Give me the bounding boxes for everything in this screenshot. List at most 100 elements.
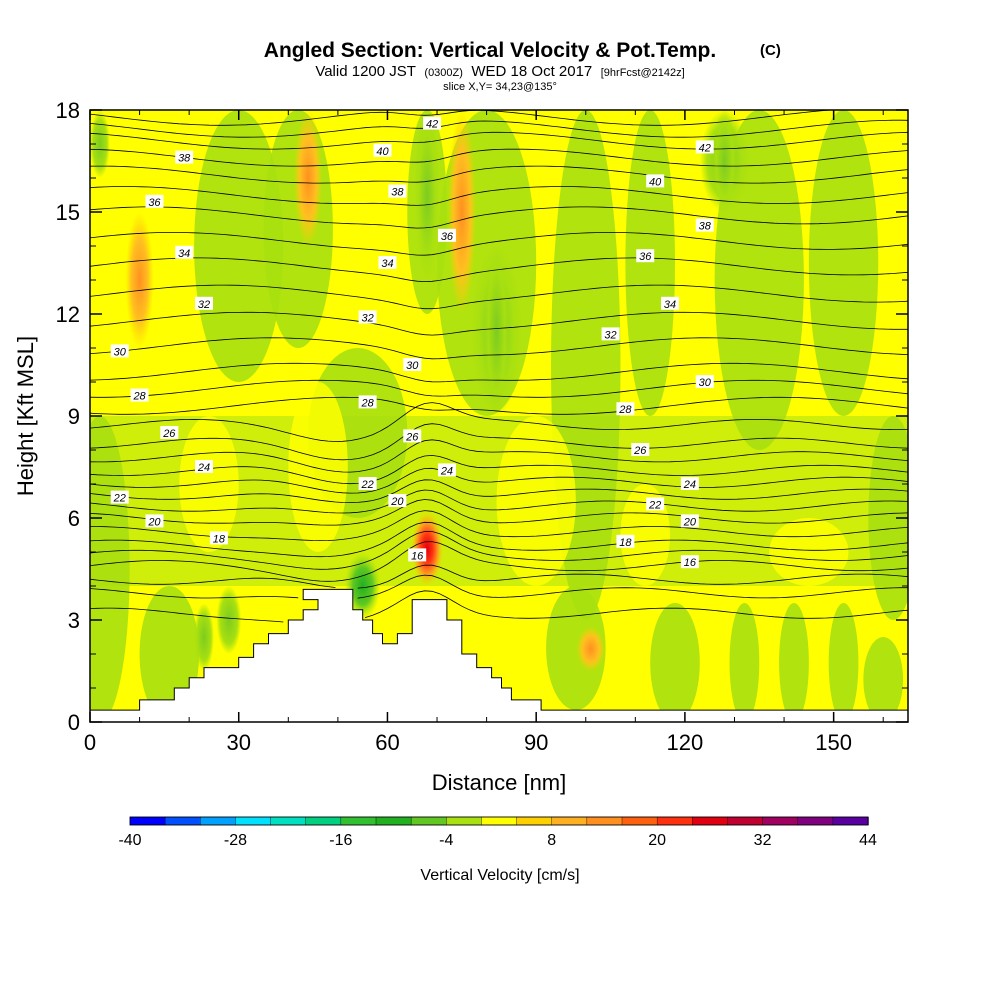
x-tick-label-120: 120 bbox=[667, 730, 704, 755]
x-tick-label-150: 150 bbox=[815, 730, 852, 755]
contour-label-32-1: 32 bbox=[358, 310, 377, 324]
contour-label-box bbox=[195, 296, 214, 310]
contour-label-box bbox=[175, 245, 194, 259]
contour-label-38-0: 38 bbox=[175, 150, 194, 165]
plot-area: 16 16 18 18 20 20 20 22 22 22 24 24 24 26 26 26 28 28 28 30… bbox=[90, 110, 908, 722]
contour-label-32-2: 32 bbox=[601, 327, 620, 341]
contour-line-22 bbox=[90, 165, 908, 184]
contour-line-11 bbox=[90, 402, 908, 442]
colorbar-label-2: -16 bbox=[329, 832, 352, 849]
contour-label-text: 16 bbox=[411, 550, 424, 562]
colorbar-swatch-8 bbox=[410, 816, 447, 826]
velocity-feature-updraft-4 bbox=[576, 626, 605, 672]
contour-label-42-1: 42 bbox=[695, 140, 714, 154]
contour-label-box bbox=[195, 460, 214, 473]
contour-label-28-0: 28 bbox=[130, 388, 149, 403]
contour-label-22-1: 22 bbox=[358, 477, 377, 491]
contour-label-30-0: 30 bbox=[110, 344, 129, 358]
contour-label-box bbox=[130, 388, 149, 402]
contour-label-box bbox=[695, 375, 714, 388]
colorbar-swatch-1 bbox=[164, 816, 201, 826]
x-axis-title: Distance [nm] bbox=[432, 770, 567, 795]
contour-label-18-0: 18 bbox=[209, 531, 228, 545]
contour-label-box bbox=[631, 443, 650, 456]
contour-label-34-0: 34 bbox=[175, 245, 194, 260]
contour-label-text: 26 bbox=[633, 445, 647, 457]
contour-label-36-2: 36 bbox=[636, 249, 655, 263]
contour-label-box bbox=[661, 296, 680, 310]
contour-line-25 bbox=[90, 119, 908, 138]
colorbar-swatch-17 bbox=[727, 816, 764, 826]
colorbar-swatch-13 bbox=[586, 816, 623, 826]
contour-label-text: 36 bbox=[639, 251, 652, 263]
contour-label-22-2: 22 bbox=[646, 497, 665, 511]
contour-label-38-1: 38 bbox=[388, 184, 407, 199]
contour-label-box bbox=[636, 249, 655, 263]
contour-label-18-1: 18 bbox=[616, 534, 635, 549]
contour-label-box bbox=[209, 531, 228, 545]
colorbar-swatch-6 bbox=[340, 816, 377, 826]
contour-label-text: 22 bbox=[113, 493, 126, 505]
contour-label-text: 18 bbox=[213, 533, 226, 545]
colorbar-swatch-11 bbox=[516, 816, 553, 826]
contour-label-30-1: 30 bbox=[403, 358, 422, 372]
field-streak-4 bbox=[194, 603, 214, 671]
contour-line-28 bbox=[90, 574, 908, 599]
contour-line-19 bbox=[90, 232, 908, 256]
contour-label-box bbox=[378, 256, 397, 269]
contour-line-15 bbox=[90, 337, 908, 360]
field-band-2 bbox=[194, 110, 284, 382]
contour-label-30-2: 30 bbox=[695, 375, 714, 389]
contour-label-text: 32 bbox=[361, 312, 373, 324]
contour-label-box bbox=[695, 218, 714, 232]
contour-label-text: 28 bbox=[132, 391, 146, 403]
velocity-feature-updraft-3 bbox=[125, 212, 154, 348]
colorbar-label-3: -4 bbox=[439, 832, 453, 849]
contour-label-text: 28 bbox=[618, 404, 632, 416]
contour-label-text: 24 bbox=[683, 479, 696, 491]
colorbar-frame bbox=[129, 816, 869, 826]
contour-label-box bbox=[680, 514, 699, 528]
contour-label-40-1: 40 bbox=[646, 174, 665, 188]
contour-label-box bbox=[408, 548, 427, 562]
y-tick-label-15: 15 bbox=[56, 200, 80, 225]
colorbar-swatch-9 bbox=[446, 816, 483, 826]
velocity-feature-updraft-0 bbox=[411, 511, 444, 586]
contour-label-42-0: 42 bbox=[423, 116, 442, 131]
contour-line-26 bbox=[90, 110, 837, 126]
colorbar-label-6: 32 bbox=[754, 832, 772, 849]
colorbar-swatch-14 bbox=[621, 816, 658, 826]
contour-label-box bbox=[680, 555, 699, 569]
contour-label-box bbox=[646, 497, 665, 511]
colorbar-swatch-16 bbox=[692, 816, 729, 826]
contour-line-0 bbox=[90, 541, 908, 582]
contour-label-box bbox=[601, 327, 620, 341]
field-gap-4 bbox=[769, 518, 849, 586]
y-tick-label-12: 12 bbox=[56, 302, 80, 327]
contour-label-text: 30 bbox=[699, 377, 712, 389]
contour-label-box bbox=[616, 534, 635, 548]
colorbar-title: Vertical Velocity [cm/s] bbox=[420, 867, 579, 884]
contour-label-box bbox=[680, 477, 699, 490]
contour-label-text: 22 bbox=[648, 499, 661, 511]
contour-label-text: 42 bbox=[699, 142, 711, 154]
contour-label-text: 26 bbox=[162, 428, 176, 440]
contour-line-16 bbox=[90, 311, 908, 336]
contour-line-29 bbox=[90, 564, 908, 589]
contour-line-10 bbox=[90, 423, 908, 461]
velocity-feature-downdraft-5 bbox=[344, 552, 381, 620]
contour-label-text: 30 bbox=[406, 360, 419, 372]
contour-label-34-1: 34 bbox=[378, 256, 397, 270]
field-gap-1 bbox=[288, 382, 348, 552]
contour-label-text: 24 bbox=[440, 465, 453, 477]
field-band-12 bbox=[650, 603, 700, 722]
colorbar-swatch-3 bbox=[235, 816, 272, 826]
chart-title: Angled Section: Vertical Velocity & Pot.… bbox=[264, 39, 716, 62]
colorbar-swatch-4 bbox=[270, 816, 307, 826]
contour-line-6 bbox=[90, 479, 908, 504]
velocity-feature-updraft-1 bbox=[294, 110, 323, 246]
contour-label-text: 20 bbox=[683, 516, 697, 528]
contour-label-text: 20 bbox=[147, 516, 161, 528]
colorbar-swatch-10 bbox=[481, 816, 518, 826]
contour-label-16-0: 16 bbox=[408, 548, 427, 562]
